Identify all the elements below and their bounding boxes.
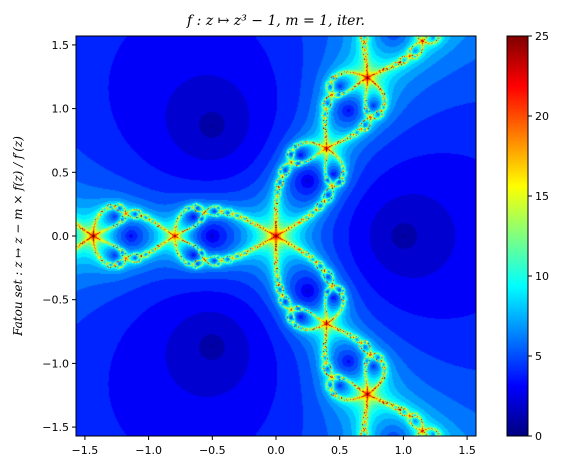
x-tick-label: 0.5	[331, 444, 349, 457]
y-tick-label: 0.5	[52, 166, 70, 179]
x-tick-label: 1.5	[458, 444, 476, 457]
colorbar-frame	[506, 35, 529, 437]
x-tick-label: −1.0	[135, 444, 162, 457]
colorbar: 0 5 10 15 20 25	[506, 30, 549, 443]
plot-area	[75, 35, 477, 437]
y-tick-label: 1.5	[52, 39, 70, 52]
colorbar-tick-label: 15	[535, 190, 549, 203]
x-tick-label: 0.0	[267, 444, 285, 457]
colorbar-tick-label: 25	[535, 30, 549, 43]
x-axis: −1.5 −1.0 −0.5 0.0 0.5 1.0 1.5	[72, 436, 476, 457]
x-tick-label: 1.0	[395, 444, 413, 457]
x-tick-label: −0.5	[199, 444, 226, 457]
colorbar-ticks: 0 5 10 15 20 25	[528, 30, 549, 443]
chart-title: f : z ↦ z³ − 1, m = 1, iter.	[186, 13, 365, 29]
x-tick-label: −1.5	[72, 444, 99, 457]
y-tick-label: 0.0	[52, 230, 70, 243]
y-tick-label: −1.0	[42, 357, 69, 370]
y-tick-label: −0.5	[42, 294, 69, 307]
y-tick-label: −1.5	[42, 421, 69, 434]
y-tick-label: 1.0	[52, 103, 70, 116]
y-axis: −1.5 −1.0 −0.5 0.0 0.5 1.0 1.5	[42, 39, 76, 434]
colorbar-tick-label: 20	[535, 110, 549, 123]
colorbar-tick-label: 5	[535, 350, 542, 363]
colorbar-gradient	[507, 36, 528, 436]
y-axis-label: Fatou set : z ↦ z − m × f(z) / f′(z)	[11, 136, 25, 337]
colorbar-tick-label: 0	[535, 430, 542, 443]
heatmap-image	[76, 36, 476, 436]
colorbar-tick-label: 10	[535, 270, 549, 283]
